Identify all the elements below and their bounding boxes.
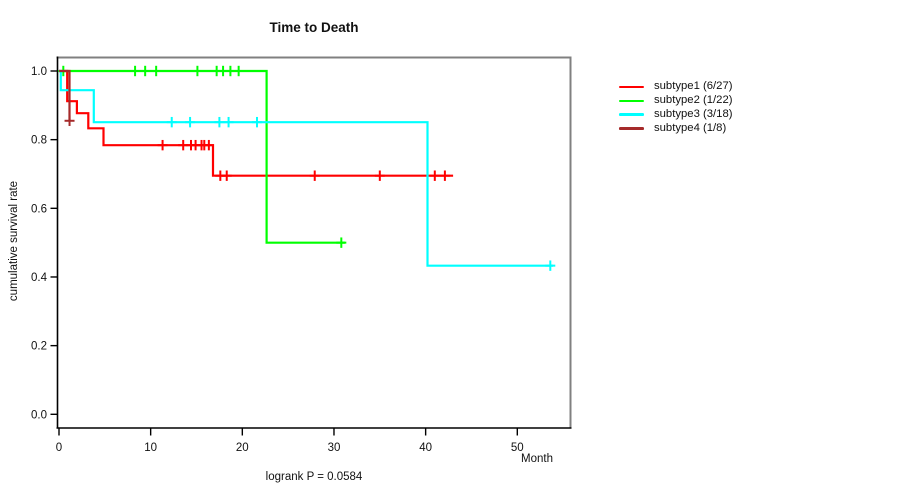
y-tick-label: 0.0 [31, 409, 47, 421]
curve-path [63, 69, 345, 244]
y-tick-label: 0.4 [31, 272, 48, 284]
y-tick-label: 0.8 [31, 135, 47, 147]
legend-line-swatch [619, 85, 644, 89]
x-tick-label: 30 [328, 442, 341, 454]
legend-line-swatch [619, 113, 644, 117]
legend-item-label: subtype4 (1/8) [654, 121, 727, 134]
curve-path [59, 69, 553, 267]
survival-curve-subtype4 [59, 69, 75, 126]
legend-item-subtype2: subtype2 (1/22) [619, 94, 733, 108]
curve-path [59, 69, 71, 121]
legend-item-subtype1: subtype1 (6/27) [619, 80, 733, 94]
legend-line-swatch [619, 99, 644, 103]
legend: subtype1 (6/27) subtype2 (1/22) subtype3 (… [619, 80, 733, 136]
legend-line-swatch [619, 127, 644, 130]
logrank-p-value: logrank P = 0.0584 [265, 471, 363, 483]
x-axis-label: Month [521, 453, 553, 465]
legend-item-label: subtype3 (3/18) [654, 107, 733, 120]
curve-path [59, 69, 454, 177]
chart-title: Time to Death [269, 20, 359, 35]
x-tick-label: 40 [419, 442, 432, 454]
x-tick-label: 10 [144, 442, 157, 454]
legend-item-label: subtype2 (1/22) [654, 93, 733, 106]
legend-item-label: subtype1 (6/27) [654, 80, 733, 92]
y-tick-label: 0.2 [31, 341, 47, 353]
survival-curve-subtype2 [58, 65, 347, 248]
legend-item-subtype3: subtype3 (3/18) [619, 108, 733, 122]
survival-curve-subtype1 [59, 69, 454, 181]
legend-item-subtype4: subtype4 (1/8) [619, 122, 733, 136]
x-tick-label: 0 [56, 442, 62, 454]
x-tick-label: 50 [511, 442, 524, 454]
x-tick-label: 20 [236, 442, 249, 454]
y-tick-label: 0.6 [31, 203, 47, 215]
survival-curve-subtype3 [59, 69, 556, 271]
y-tick-label: 1.0 [31, 66, 47, 78]
